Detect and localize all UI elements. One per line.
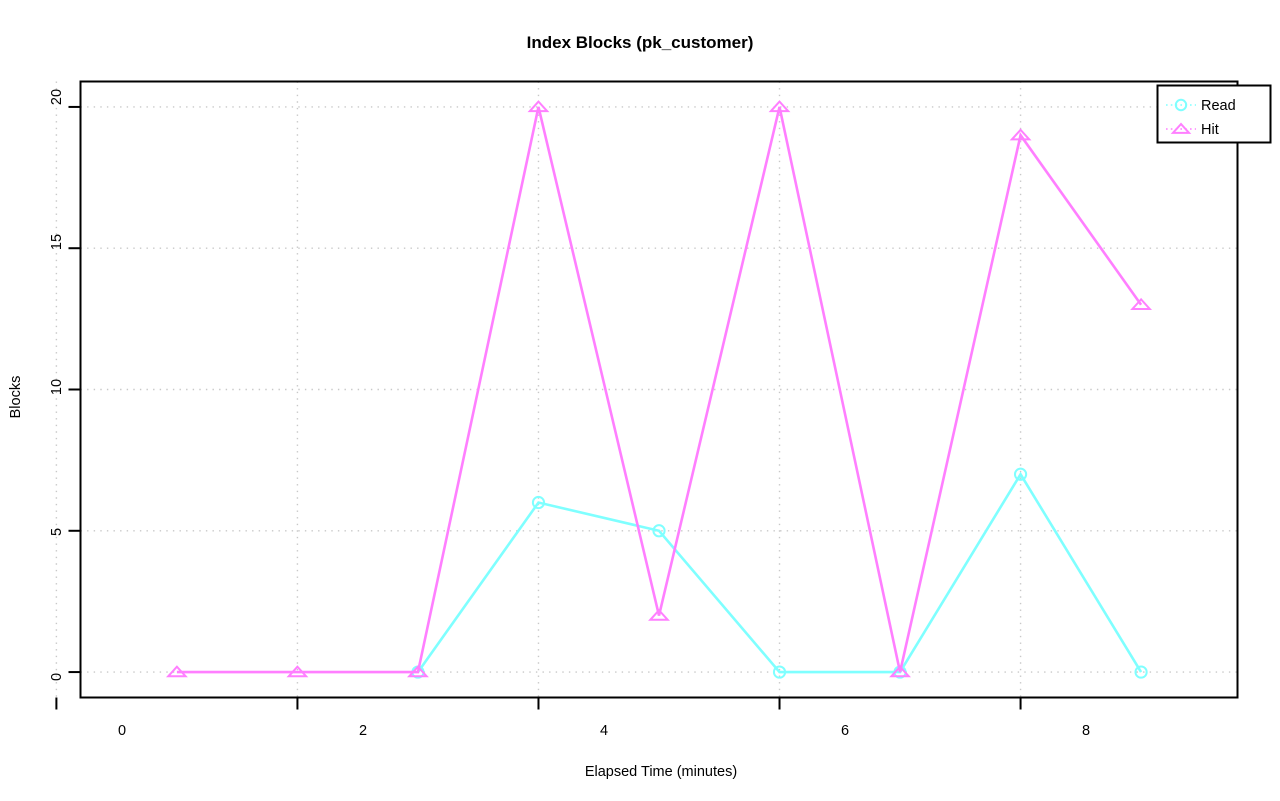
data-point-triangle-marker <box>768 100 791 113</box>
x-axis-ticks <box>55 697 1022 710</box>
data-point-triangle-marker <box>1130 297 1153 310</box>
x-tick-label-0: 0 <box>118 723 126 739</box>
data-point-triangle-marker <box>889 665 911 678</box>
y-axis-title: Blocks <box>8 376 24 419</box>
x-axis-title: Elapsed Time (minutes) <box>585 764 737 780</box>
legend-box <box>1156 84 1272 144</box>
data-point-triangle-marker <box>648 608 670 621</box>
data-point-circle-marker <box>531 495 546 510</box>
x-tick-label-2: 2 <box>359 723 367 739</box>
data-point-triangle-marker <box>165 665 188 678</box>
data-point-circle-marker <box>772 665 787 679</box>
data-point-circle-marker <box>652 524 666 538</box>
chart-legend[interactable]: Read Hit <box>1156 84 1272 144</box>
x-tick-label-4: 4 <box>600 723 608 739</box>
y-tick-label-10: 10 <box>49 379 65 395</box>
y-tick-label-0: 0 <box>49 673 65 681</box>
y-tick-label-15: 15 <box>49 234 65 250</box>
legend-label-read: Read <box>1201 98 1236 114</box>
legend-label-hit: Hit <box>1201 122 1219 138</box>
x-tick-label-8: 8 <box>1082 723 1090 739</box>
chart-gridlines <box>55 81 1238 698</box>
series-line <box>176 106 1143 674</box>
data-point-triangle-marker <box>407 665 429 678</box>
y-axis-ticks <box>68 105 81 674</box>
data-point-triangle-marker <box>1009 128 1032 141</box>
data-point-circle-marker <box>1134 665 1148 679</box>
data-point-triangle-marker <box>286 665 309 678</box>
data-point-triangle-marker <box>527 100 550 113</box>
series-hit <box>165 100 1153 678</box>
y-tick-label-20: 20 <box>49 89 65 105</box>
data-series-layer <box>165 100 1153 679</box>
data-point-circle-marker <box>1174 98 1188 112</box>
x-tick-label-6: 6 <box>841 723 849 739</box>
series-line <box>416 471 1143 674</box>
legend-markers <box>1166 98 1196 134</box>
y-tick-label-5: 5 <box>49 528 65 536</box>
page-title: Index Blocks (pk_customer) <box>527 33 754 52</box>
data-point-circle-marker <box>1013 467 1028 481</box>
data-point-triangle-marker <box>1170 122 1192 134</box>
